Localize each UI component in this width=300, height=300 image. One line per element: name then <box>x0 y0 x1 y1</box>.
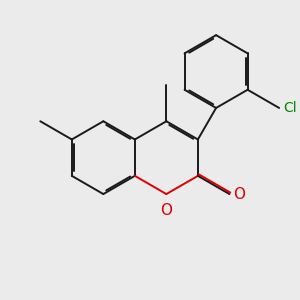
Text: Cl: Cl <box>283 101 297 115</box>
Text: O: O <box>233 187 245 202</box>
Text: O: O <box>160 203 172 218</box>
